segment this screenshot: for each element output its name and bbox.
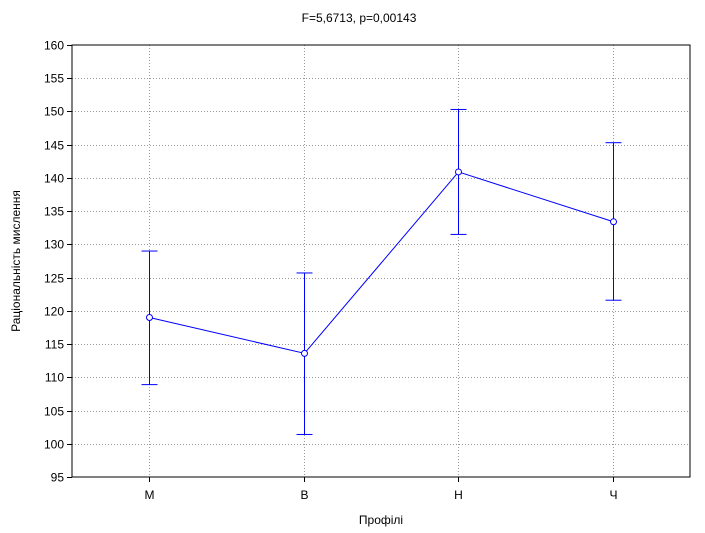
y-tick-label: 100: [44, 438, 64, 452]
data-point: [301, 349, 308, 357]
series-layer: [141, 108, 622, 435]
x-tick-label: В: [300, 488, 308, 502]
y-tick-label: 160: [44, 39, 64, 53]
y-axis-title: Раціональність мислення: [9, 190, 23, 332]
chart-title: F=5,6713, p=0,00143: [302, 11, 417, 25]
y-tick-label: 140: [44, 172, 64, 186]
y-tick-label: 115: [45, 338, 64, 352]
x-tick-label: Н: [454, 488, 463, 502]
data-point: [146, 313, 153, 321]
data-point: [610, 218, 617, 226]
y-axis: 95 100 105 110 115 120 125 130 135 140 145 150 155 16…: [44, 39, 72, 485]
x-axis-title: Профілі: [359, 513, 403, 527]
y-tick-label: 135: [44, 205, 64, 219]
x-tick-label: М: [145, 488, 155, 502]
y-tick-label: 155: [44, 72, 64, 86]
y-tick-label: 95: [51, 471, 65, 485]
y-tick-label: 105: [44, 405, 64, 419]
plot-frame: [71, 44, 691, 478]
grid-layer: [72, 45, 690, 477]
data-point: [455, 168, 462, 176]
series-line: [149, 171, 614, 354]
y-tick-label: 110: [45, 371, 64, 385]
y-tick-label: 145: [44, 139, 64, 153]
y-tick-label: 120: [44, 305, 64, 319]
y-tick-label: 125: [44, 272, 64, 286]
y-tick-label: 150: [44, 105, 64, 119]
x-tick-label: Ч: [610, 488, 618, 502]
y-tick-label: 130: [44, 238, 64, 252]
